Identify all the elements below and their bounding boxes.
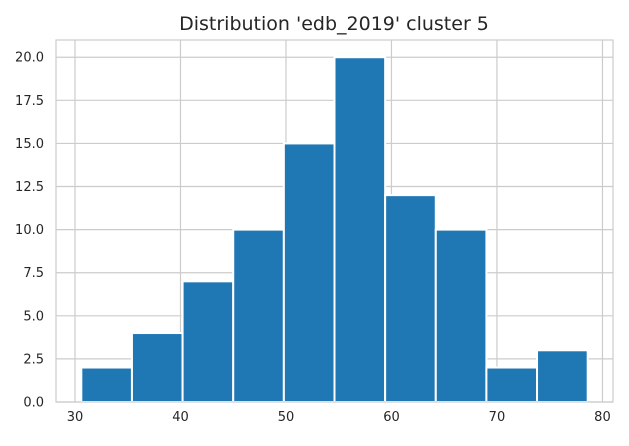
x-tick-label: 70	[489, 410, 506, 425]
histogram-bar	[485, 366, 539, 403]
y-tick-label: 20.0	[15, 51, 44, 66]
histogram-bar	[80, 366, 133, 403]
y-tick-label: 2.5	[23, 352, 44, 367]
y-tick-label: 5.0	[23, 309, 44, 324]
histogram-bar	[232, 228, 285, 403]
histogram-bar	[282, 142, 336, 404]
x-axis-ticks: 30 40 50 60 70 80	[67, 410, 611, 425]
chart-title: Distribution 'edb_2019' cluster 5	[179, 13, 489, 35]
y-tick-label: 12.5	[15, 180, 44, 195]
histogram-bar	[536, 349, 589, 403]
y-tick-label: 15.0	[15, 137, 44, 152]
y-tick-label: 17.5	[15, 94, 44, 109]
histogram-bars	[80, 56, 589, 404]
histogram-bar	[181, 280, 235, 404]
x-tick-label: 80	[594, 410, 611, 425]
y-tick-label: 7.5	[23, 266, 44, 281]
plot-frame	[55, 39, 614, 403]
histogram-bar	[434, 228, 488, 403]
histogram-bar	[384, 194, 437, 403]
y-tick-label: 0.0	[23, 396, 44, 411]
x-tick-label: 50	[278, 410, 295, 425]
x-tick-label: 60	[383, 410, 400, 425]
histogram-bar	[130, 332, 184, 403]
histogram-bar	[333, 56, 387, 403]
x-tick-label: 30	[67, 410, 84, 425]
x-tick-label: 40	[172, 410, 189, 425]
y-axis-ticks: 0.0 2.5 5.0 7.5 10.0 12.5 15.0 17.5 20.0	[15, 51, 44, 411]
y-tick-label: 10.0	[15, 223, 44, 238]
